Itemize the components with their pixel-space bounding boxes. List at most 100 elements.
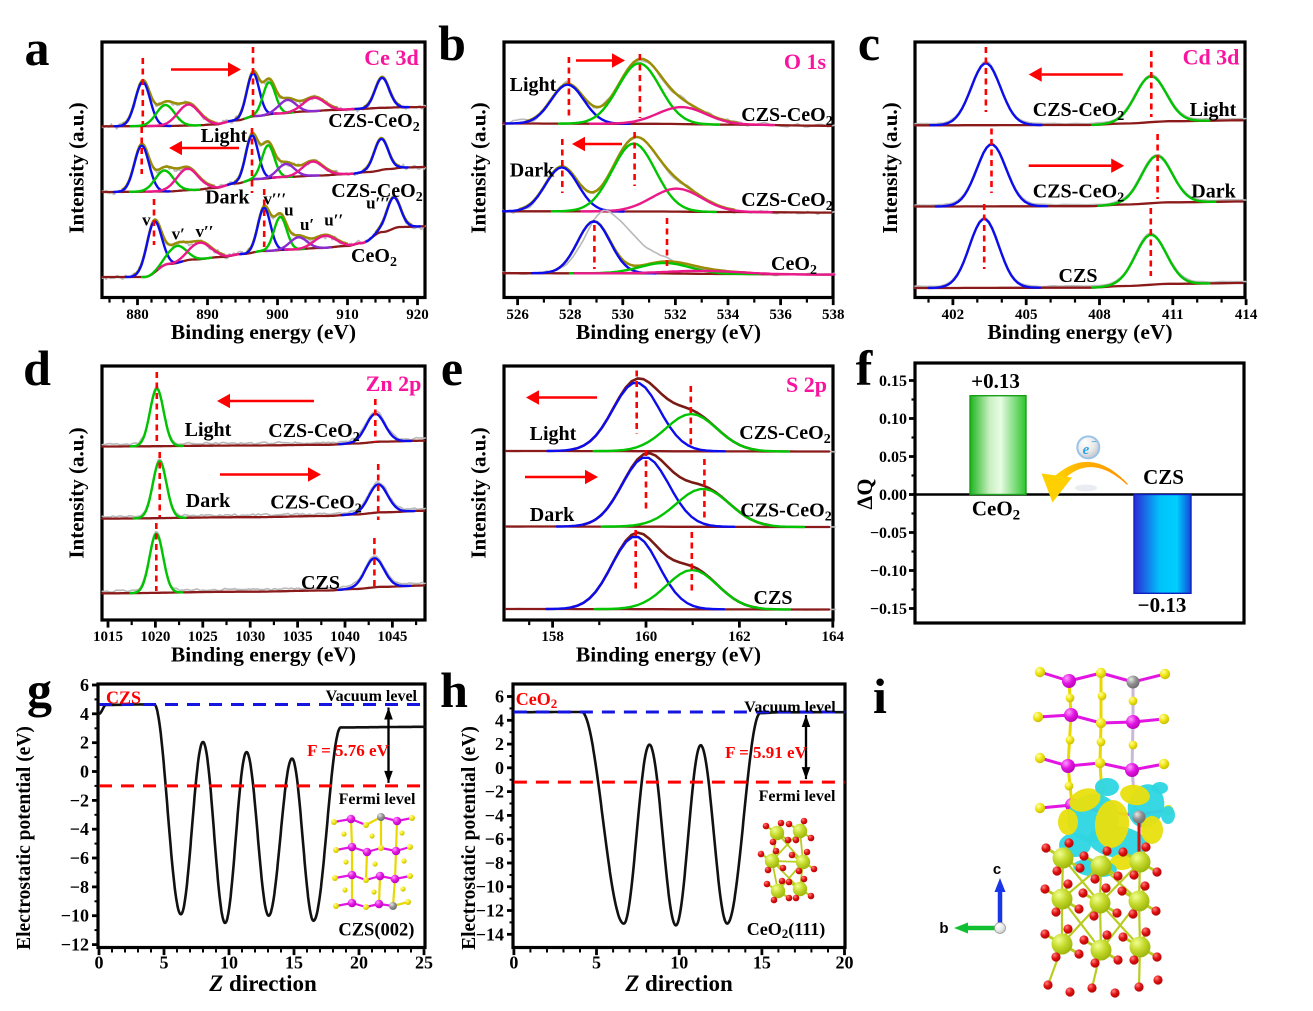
svg-text:414: 414 [1235, 307, 1258, 323]
svg-text:5: 5 [160, 953, 169, 973]
svg-text:f: f [856, 340, 874, 396]
svg-text:526: 526 [506, 307, 529, 323]
svg-text:0.15: 0.15 [879, 373, 907, 390]
svg-text:−0.15: −0.15 [870, 601, 907, 618]
svg-text:CeO2: CeO2 [771, 253, 817, 278]
svg-text:4: 4 [80, 704, 89, 724]
svg-text:CZS-CeO2: CZS-CeO2 [268, 420, 359, 445]
svg-text:15: 15 [753, 953, 771, 973]
svg-text:Intensity (a.u.): Intensity (a.u.) [65, 427, 89, 558]
svg-text:CZS(002): CZS(002) [338, 921, 414, 941]
svg-text:b: b [939, 920, 948, 937]
svg-text:900: 900 [266, 307, 289, 323]
svg-text:CZS-CeO2: CZS-CeO2 [331, 180, 422, 205]
svg-text:−: − [1091, 437, 1097, 448]
svg-text:534: 534 [717, 307, 740, 323]
svg-text:15: 15 [285, 953, 303, 973]
svg-text:Binding energy (eV): Binding energy (eV) [171, 320, 356, 344]
svg-text:1025: 1025 [188, 629, 218, 645]
svg-text:10: 10 [220, 953, 238, 973]
svg-text:+0.13: +0.13 [971, 369, 1020, 393]
svg-text:6: 6 [80, 675, 89, 695]
svg-text:Intensity (a.u.): Intensity (a.u.) [878, 102, 902, 233]
svg-text:402: 402 [942, 307, 965, 323]
svg-text:c: c [993, 861, 1001, 878]
svg-text:Ce 3d: Ce 3d [364, 45, 418, 70]
svg-text:u′: u′ [300, 215, 314, 234]
svg-text:880: 880 [126, 307, 149, 323]
svg-text:Light: Light [530, 423, 577, 445]
svg-text:408: 408 [1088, 307, 1111, 323]
svg-text:CeO2: CeO2 [516, 689, 558, 711]
svg-text:1035: 1035 [283, 629, 313, 645]
svg-text:d: d [23, 340, 51, 396]
svg-text:2: 2 [495, 734, 504, 754]
svg-text:CeO2(111): CeO2(111) [747, 919, 826, 941]
svg-text:F = 5.91 eV: F = 5.91 eV [725, 743, 807, 762]
svg-text:1020: 1020 [140, 629, 170, 645]
svg-text:F = 5.76 eV: F = 5.76 eV [307, 741, 389, 760]
svg-text:CZS-CeO2: CZS-CeO2 [328, 110, 419, 135]
svg-text:Light: Light [185, 419, 232, 441]
svg-text:Binding energy (eV): Binding energy (eV) [171, 643, 356, 667]
svg-text:−0.05: −0.05 [870, 525, 907, 542]
svg-text:v: v [142, 211, 151, 230]
svg-text:−8: −8 [70, 877, 89, 897]
svg-text:160: 160 [635, 629, 658, 645]
svg-text:2: 2 [80, 733, 89, 753]
svg-text:i: i [873, 668, 887, 724]
svg-text:CZS: CZS [1059, 265, 1098, 287]
svg-text:Dark: Dark [205, 186, 250, 208]
svg-text:1040: 1040 [330, 629, 360, 645]
svg-text:−2: −2 [70, 790, 89, 810]
svg-text:405: 405 [1015, 307, 1038, 323]
svg-text:0: 0 [80, 762, 89, 782]
svg-text:1015: 1015 [93, 629, 123, 645]
svg-text:411: 411 [1162, 307, 1184, 323]
svg-text:−10: −10 [476, 877, 504, 897]
svg-text:−2: −2 [485, 782, 504, 802]
svg-text:5: 5 [592, 953, 601, 973]
svg-text:0: 0 [95, 953, 104, 973]
svg-text:0: 0 [495, 758, 504, 778]
svg-text:Dark: Dark [1191, 181, 1236, 203]
svg-text:536: 536 [769, 307, 792, 323]
svg-text:−0.10: −0.10 [870, 563, 907, 580]
svg-text:158: 158 [541, 629, 564, 645]
svg-text:u′′: u′′ [324, 211, 343, 230]
svg-text:CeO2: CeO2 [972, 497, 1020, 524]
svg-text:Cd 3d: Cd 3d [1183, 45, 1240, 70]
svg-text:Intensity (a.u.): Intensity (a.u.) [467, 102, 491, 233]
svg-text:S 2p: S 2p [786, 372, 827, 397]
svg-text:Fermi level: Fermi level [759, 788, 836, 805]
svg-text:v′: v′ [172, 225, 185, 244]
svg-text:Light: Light [510, 74, 557, 96]
svg-text:Intensity (a.u.): Intensity (a.u.) [467, 427, 491, 558]
svg-text:20: 20 [350, 953, 368, 973]
svg-text:u: u [284, 201, 293, 220]
svg-text:Light: Light [1190, 99, 1237, 121]
svg-text:6: 6 [495, 687, 504, 707]
svg-text:0.00: 0.00 [879, 487, 907, 504]
svg-text:20: 20 [836, 953, 854, 973]
svg-text:0.05: 0.05 [879, 449, 907, 466]
svg-text:CeO2: CeO2 [351, 245, 397, 270]
svg-text:538: 538 [822, 307, 845, 323]
svg-text:Z direction: Z direction [208, 971, 317, 996]
svg-text:10: 10 [670, 953, 688, 973]
svg-text:CZS-CeO2: CZS-CeO2 [1033, 181, 1124, 206]
svg-text:Binding energy (eV): Binding energy (eV) [576, 320, 761, 344]
svg-text:−14: −14 [476, 924, 504, 944]
svg-text:Vacuum level: Vacuum level [744, 699, 836, 716]
svg-text:CZS-CeO2: CZS-CeO2 [739, 422, 830, 447]
svg-text:−12: −12 [61, 935, 89, 955]
svg-text:v′′: v′′ [195, 222, 213, 241]
svg-text:164: 164 [822, 629, 845, 645]
svg-text:CZS: CZS [754, 587, 793, 609]
svg-text:Dark: Dark [510, 160, 555, 182]
svg-text:e: e [441, 340, 463, 396]
svg-text:CZS: CZS [1143, 465, 1184, 489]
svg-text:25: 25 [415, 953, 433, 973]
svg-text:Fermi level: Fermi level [339, 791, 416, 808]
svg-text:Dark: Dark [186, 490, 231, 512]
